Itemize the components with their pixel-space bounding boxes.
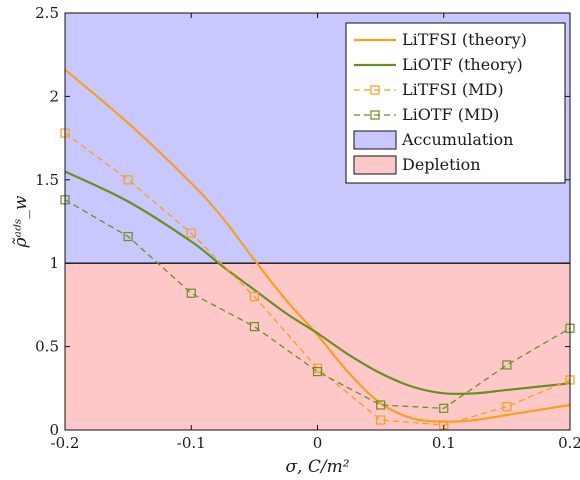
- legend-label: LiOTF (MD): [402, 105, 499, 124]
- series-line-1: [64, 170, 571, 396]
- x-tick-label: -0.2: [51, 434, 80, 452]
- series-line-0: [64, 68, 571, 423]
- y-tick-label: 1.5: [35, 171, 59, 189]
- legend-marker: [370, 110, 380, 120]
- data-point: [502, 402, 512, 412]
- data-point: [376, 400, 386, 410]
- legend-swatch: [353, 155, 397, 175]
- data-point: [186, 228, 196, 238]
- y-tick-label: 2: [49, 87, 59, 105]
- data-point: [439, 403, 449, 413]
- y-tick-label: 1: [49, 254, 59, 272]
- legend-label: Depletion: [402, 155, 481, 174]
- region-depletion: [65, 263, 570, 430]
- legend-label: LiOTF (theory): [402, 55, 523, 74]
- x-tick-label: 0.1: [432, 434, 456, 452]
- legend-marker: [370, 85, 380, 95]
- data-point: [376, 415, 386, 425]
- legend-label: LiTFSI (theory): [402, 30, 527, 49]
- legend-label: Accumulation: [401, 130, 513, 149]
- data-point: [312, 367, 323, 377]
- x-axis-label: σ, C/m²: [285, 457, 349, 477]
- legend-label: LiTFSI (MD): [402, 80, 504, 99]
- series-line-2: [64, 132, 571, 426]
- data-point: [249, 291, 259, 302]
- x-tick-label: 0: [313, 434, 323, 452]
- x-tick-label: 0.2: [558, 434, 580, 452]
- legend-swatch: [353, 130, 397, 150]
- data-point: [123, 231, 133, 242]
- data-point: [249, 321, 259, 332]
- y-axis-label: ρ̃ᵃᵈˢ_w: [11, 195, 31, 248]
- data-point: [502, 360, 512, 370]
- series-line-3: [64, 199, 571, 409]
- y-tick-label: 0.5: [35, 338, 59, 356]
- y-tick-label: 2.5: [35, 4, 59, 22]
- y-tick-label: 0: [49, 421, 59, 439]
- x-tick-label: -0.1: [177, 434, 206, 452]
- data-point: [186, 288, 196, 298]
- data-point: [123, 175, 133, 185]
